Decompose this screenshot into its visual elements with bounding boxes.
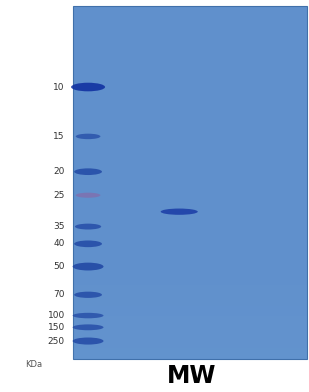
Ellipse shape xyxy=(74,292,102,298)
Bar xyxy=(73,295,307,300)
Bar xyxy=(73,311,307,316)
Text: 10: 10 xyxy=(53,83,65,91)
Ellipse shape xyxy=(73,338,104,345)
Text: 20: 20 xyxy=(53,167,65,176)
Ellipse shape xyxy=(73,325,104,330)
Ellipse shape xyxy=(76,134,100,139)
Bar xyxy=(73,354,307,359)
Bar xyxy=(73,327,307,332)
Text: 25: 25 xyxy=(53,191,65,200)
Text: MW: MW xyxy=(167,364,216,388)
Bar xyxy=(73,300,307,306)
Bar xyxy=(73,321,307,327)
Text: 70: 70 xyxy=(53,290,65,299)
Text: 100: 100 xyxy=(48,311,65,320)
Bar xyxy=(73,338,307,343)
Text: 250: 250 xyxy=(48,337,65,345)
Bar xyxy=(73,348,307,354)
Bar xyxy=(73,269,307,274)
Ellipse shape xyxy=(73,313,104,318)
Text: 35: 35 xyxy=(53,222,65,231)
Bar xyxy=(73,332,307,338)
Bar xyxy=(73,253,307,258)
Ellipse shape xyxy=(161,209,198,215)
Bar xyxy=(73,343,307,348)
Ellipse shape xyxy=(75,223,101,230)
Ellipse shape xyxy=(71,83,105,91)
Text: 150: 150 xyxy=(48,323,65,332)
Bar xyxy=(73,279,307,285)
Ellipse shape xyxy=(74,241,102,247)
Text: 15: 15 xyxy=(53,132,65,141)
Ellipse shape xyxy=(73,263,104,270)
Bar xyxy=(73,274,307,279)
Ellipse shape xyxy=(74,169,102,175)
Ellipse shape xyxy=(76,193,100,198)
Bar xyxy=(73,306,307,311)
Bar xyxy=(73,258,307,263)
Text: 50: 50 xyxy=(53,262,65,271)
Bar xyxy=(73,263,307,269)
Bar xyxy=(73,285,307,290)
Bar xyxy=(73,290,307,295)
Text: 40: 40 xyxy=(53,240,65,248)
Bar xyxy=(73,316,307,321)
Text: KDa: KDa xyxy=(25,360,43,369)
Bar xyxy=(73,6,307,359)
